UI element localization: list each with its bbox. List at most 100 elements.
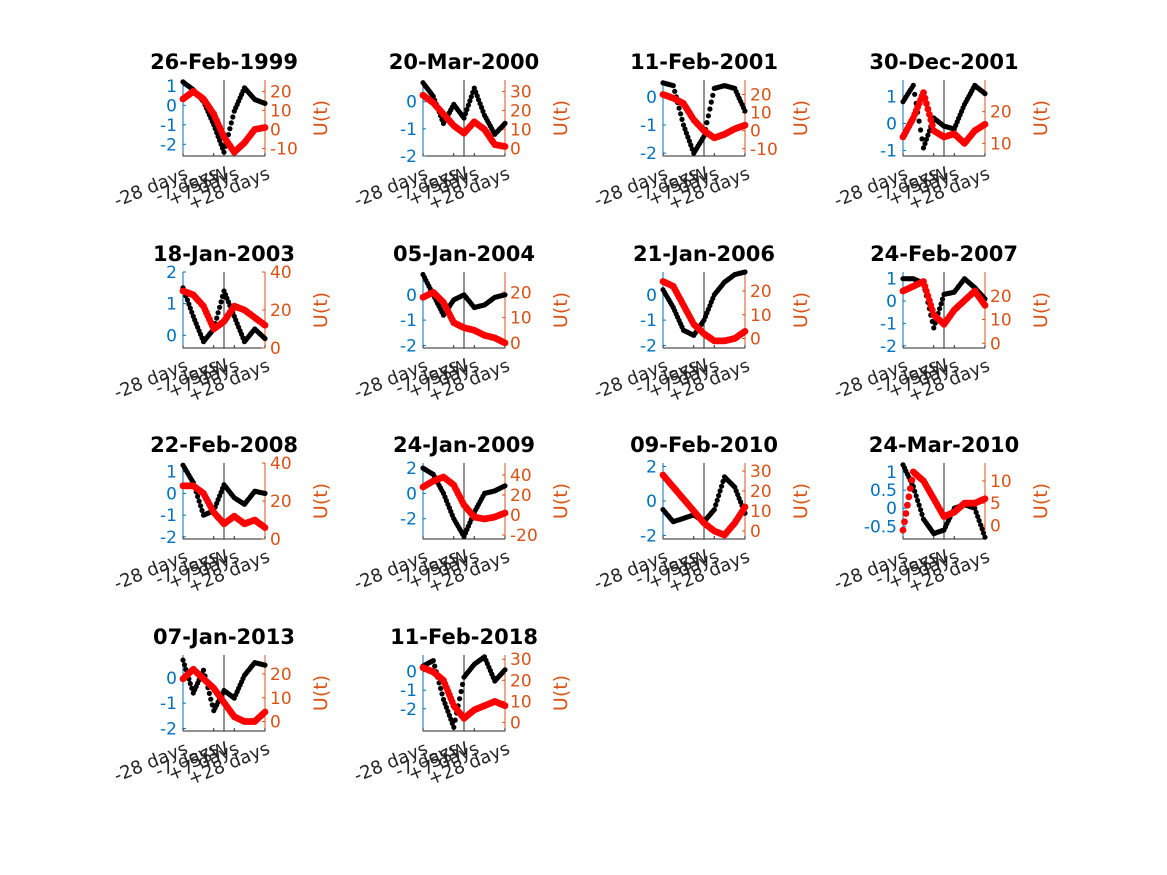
right-tick-label: 0 — [510, 139, 521, 159]
data-point — [903, 510, 910, 517]
subplot-title: 07-Jan-2013 — [153, 625, 295, 649]
data-point — [706, 113, 711, 118]
data-point — [439, 691, 444, 696]
left-tick-label: -1 — [160, 694, 177, 714]
subplot-title: 26-Feb-1999 — [150, 50, 298, 74]
left-tick-label: 0 — [646, 286, 657, 306]
data-point — [715, 498, 720, 503]
right-y-label: U(t) — [550, 100, 572, 136]
data-point — [188, 681, 193, 686]
subplot: 05-Jan-20040-1-220100U(t)-28 days-7 days… — [351, 242, 572, 407]
data-point — [704, 120, 709, 125]
data-point — [208, 697, 213, 702]
subplot-title: 24-Feb-2007 — [870, 242, 1018, 266]
data-point — [217, 305, 222, 310]
right-tick-label: 10 — [750, 502, 772, 522]
data-point — [460, 682, 465, 687]
data-point — [262, 709, 269, 716]
right-tick-label: 20 — [270, 82, 292, 102]
data-point — [197, 499, 202, 504]
data-point — [716, 493, 721, 498]
right-tick-label: 20 — [510, 101, 532, 121]
subplot: 21-Jan-20060-1-220100U(t)-28 days-7 days… — [591, 242, 812, 407]
data-point — [982, 121, 989, 128]
subplot-title: 21-Jan-2006 — [633, 242, 775, 266]
left-tick-label: 2 — [646, 457, 657, 477]
data-point — [719, 484, 724, 489]
right-tick-label: 20 — [750, 482, 772, 502]
data-point — [907, 485, 914, 492]
left-tick-label: 0 — [886, 292, 897, 312]
data-point — [982, 302, 989, 309]
right-tick-label: 30 — [510, 82, 532, 102]
left-tick-label: 1 — [166, 463, 177, 483]
data-point — [911, 83, 916, 88]
subplot-title: 11-Feb-2001 — [630, 50, 778, 74]
data-point — [262, 322, 269, 329]
left-tick-label: -1 — [400, 120, 417, 140]
data-point — [502, 483, 507, 488]
data-point — [214, 316, 219, 321]
right-tick-label: 10 — [270, 689, 292, 709]
subplot-title: 11-Feb-2018 — [390, 625, 538, 649]
right-y-label: U(t) — [550, 483, 572, 519]
data-point — [918, 507, 923, 512]
data-point — [906, 493, 913, 500]
right-tick-label: 30 — [750, 462, 772, 482]
data-point — [678, 111, 683, 116]
data-point — [982, 91, 987, 96]
left-tick-label: 0 — [406, 484, 417, 504]
data-point — [262, 524, 269, 531]
right-tick-label: 40 — [270, 454, 292, 474]
right-tick-label: 20 — [270, 665, 292, 685]
data-point — [917, 503, 922, 508]
data-point — [219, 299, 224, 304]
left-tick-label: 2 — [406, 459, 417, 479]
data-point — [900, 527, 907, 534]
right-y-label: U(t) — [1030, 483, 1052, 519]
data-point — [198, 503, 203, 508]
right-tick-label: 20 — [510, 283, 532, 303]
left-tick-label: -1 — [880, 142, 897, 162]
left-tick-label: 0 — [166, 326, 177, 346]
right-tick-label: 0 — [990, 517, 1001, 537]
data-point — [262, 663, 267, 668]
right-tick-label: 20 — [510, 486, 532, 506]
data-point — [919, 136, 924, 141]
right-tick-label: 20 — [750, 282, 772, 302]
data-point — [742, 122, 749, 129]
right-tick-label: 10 — [510, 309, 532, 329]
right-tick-label: 40 — [510, 466, 532, 486]
data-point — [712, 507, 717, 512]
right-tick-label: 20 — [270, 492, 292, 512]
data-point — [671, 83, 676, 88]
left-tick-label: -1 — [640, 311, 657, 331]
left-tick-label: -2 — [400, 510, 417, 530]
data-point — [742, 108, 747, 113]
right-tick-label: 0 — [510, 506, 521, 526]
right-tick-label: 20 — [990, 287, 1012, 307]
data-point — [677, 106, 682, 111]
right-tick-label: 10 — [270, 101, 292, 121]
data-point — [915, 498, 920, 503]
data-point — [229, 120, 234, 125]
right-tick-label: 20 — [750, 85, 772, 105]
data-point — [917, 119, 922, 124]
left-tick-label: 0 — [406, 663, 417, 683]
left-tick-label: 0 — [886, 499, 897, 519]
data-point — [201, 668, 206, 673]
data-point — [742, 269, 747, 274]
right-tick-label: 0 — [510, 714, 521, 734]
data-point — [221, 150, 226, 155]
data-point — [931, 325, 936, 330]
data-point — [438, 686, 443, 691]
left-tick-label: -1 — [400, 311, 417, 331]
right-tick-label: 10 — [510, 120, 532, 140]
data-point — [742, 328, 749, 335]
data-point — [937, 306, 942, 311]
left-tick-label: -2 — [160, 135, 177, 155]
data-point — [180, 658, 185, 663]
data-point — [718, 488, 723, 493]
subplot-title: 24-Mar-2010 — [869, 433, 1020, 457]
